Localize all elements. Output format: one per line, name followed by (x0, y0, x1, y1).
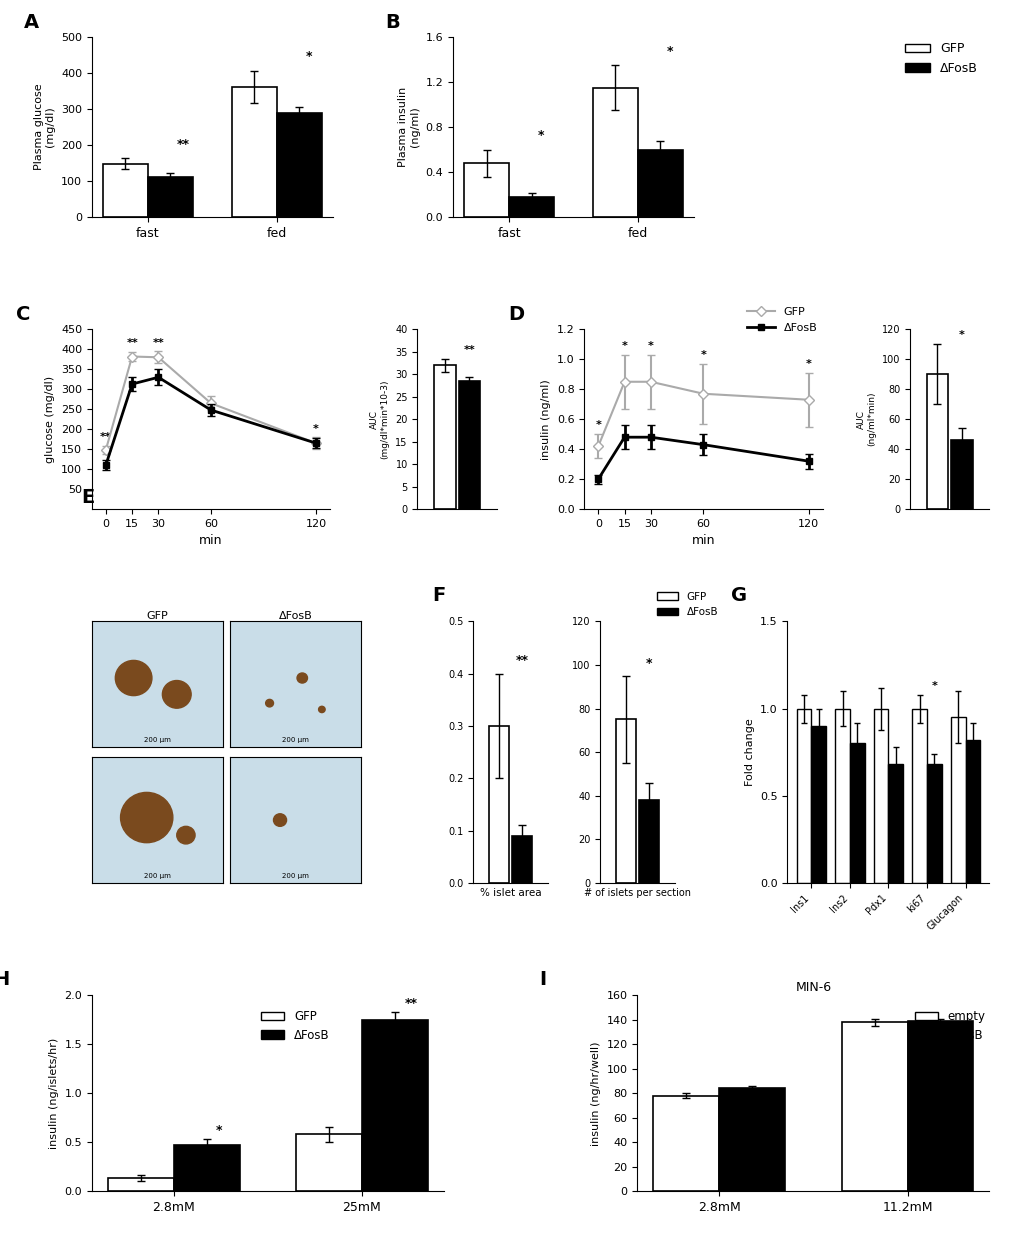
Text: G: G (731, 586, 746, 604)
Bar (231, 87, 276, 217)
Legend: empty, ΔFosB: empty, ΔFosB (909, 1005, 989, 1046)
Text: D: D (507, 305, 524, 324)
Y-axis label: insulin (ng/ml): insulin (ng/ml) (541, 379, 550, 459)
Y-axis label: Plasma glucose
(mg/dl): Plasma glucose (mg/dl) (34, 84, 55, 170)
Text: H: H (0, 970, 9, 989)
Bar (489, 726, 508, 882)
Text: *: * (313, 423, 319, 433)
Bar (951, 441, 972, 509)
Text: 200 μm: 200 μm (144, 872, 170, 879)
Text: I: I (538, 970, 545, 989)
Text: B: B (385, 14, 399, 32)
Text: *: * (306, 51, 312, 63)
Text: *: * (666, 45, 673, 58)
Text: 200 μm: 200 μm (144, 737, 170, 743)
Bar (362, 1020, 427, 1191)
Text: 200 μm: 200 μm (282, 737, 309, 743)
Text: *: * (958, 330, 964, 340)
Text: A: A (24, 14, 40, 32)
Text: **: ** (404, 997, 417, 1010)
Title: MIN-6: MIN-6 (795, 982, 830, 994)
Y-axis label: Plasma insulin
(ng/ml): Plasma insulin (ng/ml) (398, 87, 420, 168)
Bar (835, 709, 849, 882)
Bar (508, 197, 553, 217)
Text: *: * (700, 350, 706, 360)
Circle shape (120, 793, 172, 843)
Circle shape (318, 706, 325, 712)
Text: **: ** (100, 432, 112, 442)
Legend: GFP, ΔFosB: GFP, ΔFosB (652, 587, 721, 620)
Bar (459, 381, 480, 509)
Bar (276, 113, 321, 217)
Text: *: * (216, 1124, 222, 1138)
Legend: GFP, ΔFosB: GFP, ΔFosB (819, 52, 903, 94)
X-axis label: min: min (691, 535, 714, 547)
Circle shape (273, 814, 286, 827)
Text: *: * (645, 658, 652, 670)
Text: **: ** (126, 338, 138, 349)
Bar (718, 1088, 785, 1191)
Bar (637, 150, 683, 217)
Legend: GFP, ΔFosB: GFP, ΔFosB (742, 303, 821, 338)
Text: *: * (930, 681, 936, 691)
Bar (926, 764, 941, 882)
Legend: GFP, ΔFosB: GFP, ΔFosB (900, 37, 982, 79)
Circle shape (265, 700, 273, 707)
Bar (796, 709, 810, 882)
Bar (296, 1134, 362, 1191)
Y-axis label: AUC
(ng/ml*min): AUC (ng/ml*min) (856, 392, 875, 447)
Text: **: ** (463, 345, 475, 355)
Y-axis label: AUC
(mg/dl*min*10-3): AUC (mg/dl*min*10-3) (370, 380, 389, 459)
Title: ΔFosB: ΔFosB (278, 611, 312, 620)
Text: **: ** (153, 338, 164, 347)
Bar (108, 1178, 173, 1191)
Text: **: ** (516, 654, 528, 668)
Bar (639, 800, 658, 882)
Circle shape (115, 660, 152, 696)
Text: *: * (621, 341, 627, 351)
Bar (849, 743, 864, 882)
X-axis label: % islet area: % islet area (479, 889, 541, 898)
Bar (965, 740, 979, 882)
Bar (653, 1096, 718, 1191)
Y-axis label: glucose (mg/dl): glucose (mg/dl) (46, 376, 55, 463)
Bar (434, 365, 455, 509)
Bar (148, 177, 193, 217)
X-axis label: # of islets per section: # of islets per section (584, 889, 691, 898)
Text: *: * (537, 129, 544, 143)
Text: 200 μm: 200 μm (282, 872, 309, 879)
Text: F: F (432, 586, 445, 604)
Legend: GFP, ΔFosB: GFP, ΔFosB (256, 1005, 334, 1046)
Text: *: * (647, 341, 653, 351)
Bar (888, 764, 902, 882)
Y-axis label: Fold change: Fold change (744, 719, 754, 786)
Bar (950, 717, 965, 882)
Bar (911, 709, 926, 882)
Text: *: * (805, 359, 811, 369)
Text: *: * (595, 421, 600, 431)
Text: C: C (15, 305, 30, 324)
Bar (173, 1145, 239, 1191)
Circle shape (176, 827, 195, 844)
Bar (907, 1021, 972, 1191)
Y-axis label: insulin (ng/islets/hr): insulin (ng/islets/hr) (49, 1037, 59, 1149)
Bar (512, 836, 532, 882)
Y-axis label: insulin (ng/hr/well): insulin (ng/hr/well) (590, 1041, 600, 1145)
Bar (592, 88, 637, 217)
Bar (464, 163, 508, 217)
Text: **: ** (176, 138, 190, 151)
Bar (615, 720, 636, 882)
Bar (810, 726, 825, 882)
Bar (873, 709, 888, 882)
Bar (103, 164, 148, 217)
Circle shape (297, 673, 307, 683)
Bar (926, 375, 948, 509)
Circle shape (162, 680, 191, 709)
X-axis label: min: min (199, 535, 222, 547)
Bar (841, 1023, 907, 1191)
Text: E: E (82, 488, 95, 506)
Title: GFP: GFP (146, 611, 168, 620)
